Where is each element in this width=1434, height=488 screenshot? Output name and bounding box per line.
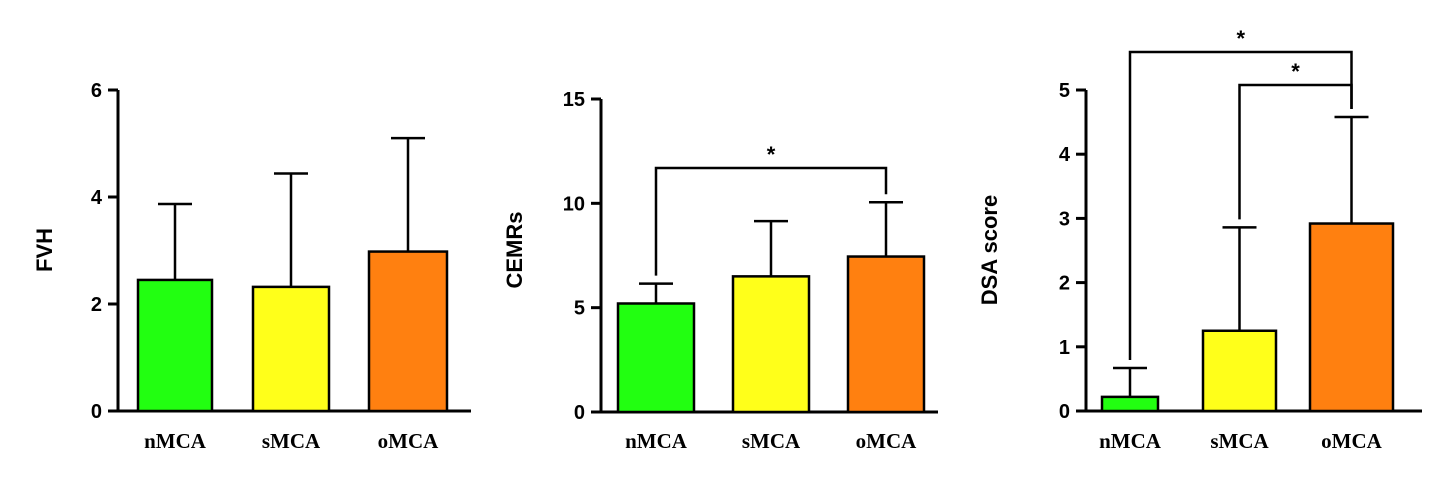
bar-nMCA [616,302,696,414]
x-tick-label-oMCA: oMCA [378,429,439,453]
bar-oMCA [1308,222,1395,413]
significance-bracket [1128,50,1353,360]
y-tick-label: 15 [563,89,585,111]
y-tick-label: 2 [1059,273,1070,295]
y-tick-label: 0 [574,402,585,424]
y-tick-label: 5 [574,298,585,320]
x-tick-label-nMCA: nMCA [144,429,207,453]
significance-star: * [1291,59,1300,84]
bar-sMCA [731,275,811,414]
y-tick-label: 4 [1059,144,1071,166]
significance-star: * [1236,26,1245,51]
bar-oMCA [846,255,926,414]
significance-bracket [1238,83,1353,220]
y-axis-label: CEMRs [502,211,527,288]
chart-panel-2: CEMRs 0 5 10 15 nMCA sMCA oMCA * [502,89,938,453]
y-tick-label: 2 [91,294,102,316]
significance-star: * [767,142,776,167]
significance-bracket [654,166,888,276]
y-tick-label: 0 [1059,401,1070,423]
y-tick-label: 4 [91,187,103,209]
x-tick-label-sMCA: sMCA [1210,429,1269,453]
y-axis-label: FVH [32,228,57,272]
y-tick-label: 6 [91,80,102,102]
x-tick-label-sMCA: sMCA [262,429,321,453]
x-tick-label-oMCA: oMCA [1321,429,1382,453]
y-tick-label: 0 [91,401,102,423]
bar-nMCA [1100,395,1160,413]
bar-sMCA [251,285,331,413]
x-tick-label-sMCA: sMCA [742,429,801,453]
bar-sMCA [1201,329,1278,413]
y-axis-label: DSA score [977,195,1002,305]
bar-oMCA [367,250,449,413]
chart-panel-1: FVH 0 2 4 6 nMCA sMCA oMCA [32,80,471,453]
y-tick-label: 5 [1059,80,1070,102]
bar-nMCA [136,278,214,413]
y-tick-label: 3 [1059,208,1070,230]
x-tick-label-oMCA: oMCA [856,429,917,453]
x-tick-label-nMCA: nMCA [625,429,688,453]
y-tick-label: 1 [1059,337,1070,359]
y-tick-label: 10 [563,193,585,215]
x-tick-label-nMCA: nMCA [1099,429,1162,453]
chart-panel-3: DSA score 0 1 2 3 4 5 nMCA sMCA oMCA * * [977,26,1422,453]
